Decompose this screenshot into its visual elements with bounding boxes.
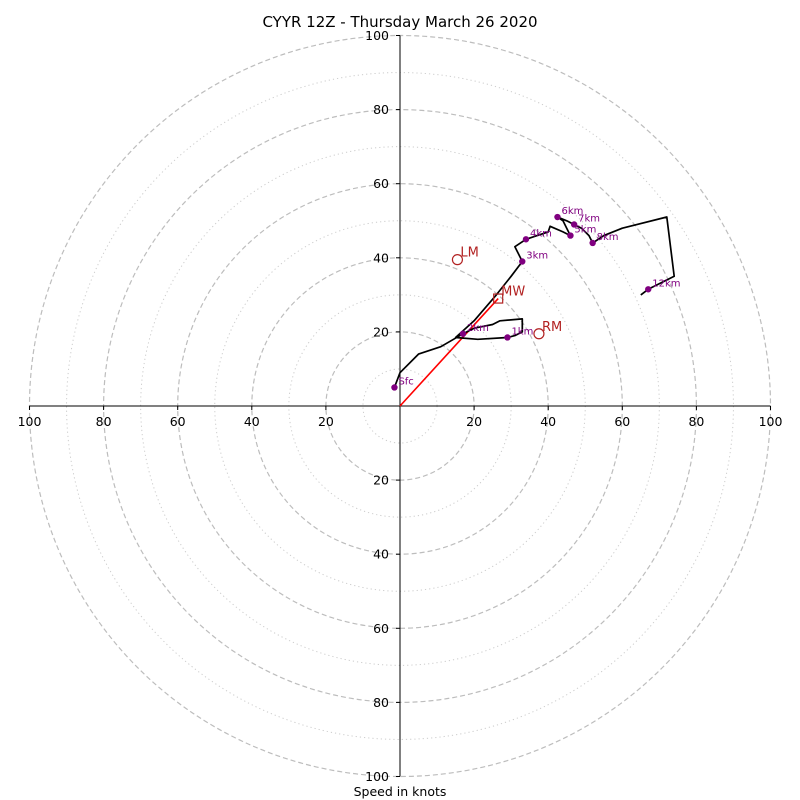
storm-label-LM: LM bbox=[460, 246, 478, 261]
y-tick-label: 40 bbox=[373, 547, 389, 562]
height-label-12km: 12km bbox=[652, 278, 680, 289]
mean-wind-arrow bbox=[399, 298, 499, 407]
height-dot-6km bbox=[554, 213, 561, 221]
height-dot-1km bbox=[504, 334, 511, 341]
height-label-1km: 1km bbox=[511, 326, 533, 337]
x-tick-label: 80 bbox=[96, 414, 112, 429]
y-tick-label: 60 bbox=[373, 621, 389, 636]
storm-marker-RM bbox=[533, 328, 545, 340]
hodograph-line bbox=[393, 216, 676, 388]
x-tick-label: 20 bbox=[466, 414, 482, 429]
x-tick-labels: 100 80 60 40 20 20 40 60 80 100 bbox=[18, 406, 783, 429]
y-tick-labels: 100 80 60 40 20 20 40 60 80 100 bbox=[365, 28, 400, 784]
hodograph-trace bbox=[393, 216, 676, 388]
height-dot-4km bbox=[522, 236, 530, 243]
x-tick-label: 100 bbox=[759, 414, 783, 429]
height-dot-8km bbox=[589, 239, 596, 247]
height-dot-Sfc bbox=[391, 384, 398, 391]
height-dot-3km bbox=[519, 258, 526, 265]
height-dot-5km bbox=[567, 232, 574, 239]
x-tick-label: 60 bbox=[170, 414, 186, 429]
x-tick-label: 100 bbox=[18, 414, 42, 429]
chart-title: CYYR 12Z - Thursday March 26 2020 bbox=[262, 13, 537, 31]
y-tick-label: 20 bbox=[373, 324, 389, 339]
x-axis-label: Speed in knots bbox=[354, 784, 447, 799]
height-label-4km: 4km bbox=[530, 228, 552, 239]
storm-marker-MW bbox=[493, 293, 504, 304]
y-tick-label: 80 bbox=[373, 102, 389, 117]
height-label-Sfc: Sfc bbox=[398, 376, 413, 387]
x-tick-label: 40 bbox=[540, 414, 556, 429]
mean-wind-vector bbox=[399, 298, 499, 407]
x-tick-label: 60 bbox=[614, 414, 630, 429]
y-tick-label: 40 bbox=[373, 250, 389, 265]
x-tick-label: 80 bbox=[688, 414, 704, 429]
y-tick-label: 20 bbox=[373, 473, 389, 488]
height-label-6km: 6km bbox=[561, 206, 583, 217]
y-tick-label: 60 bbox=[373, 176, 389, 191]
height-label-5km: 5km bbox=[574, 225, 596, 236]
storm-label-RM: RM bbox=[542, 320, 562, 335]
height-dot-7km bbox=[570, 221, 578, 228]
height-label-2km: 2km bbox=[467, 323, 489, 334]
height-dot-2km bbox=[459, 330, 467, 337]
y-tick-label: 100 bbox=[365, 769, 389, 784]
storm-label-MW: MW bbox=[501, 285, 525, 300]
height-dot-12km bbox=[645, 286, 652, 293]
height-label-3km: 3km bbox=[526, 251, 548, 262]
height-label-7km: 7km bbox=[578, 213, 600, 224]
height-label-8km: 8km bbox=[597, 232, 619, 243]
y-tick-label: 100 bbox=[365, 28, 389, 43]
x-tick-label: 20 bbox=[318, 414, 334, 429]
y-tick-label: 80 bbox=[373, 695, 389, 710]
x-tick-label: 40 bbox=[244, 414, 260, 429]
storm-motion-markers: LM MW RM bbox=[451, 246, 562, 340]
storm-marker-LM bbox=[451, 254, 464, 266]
